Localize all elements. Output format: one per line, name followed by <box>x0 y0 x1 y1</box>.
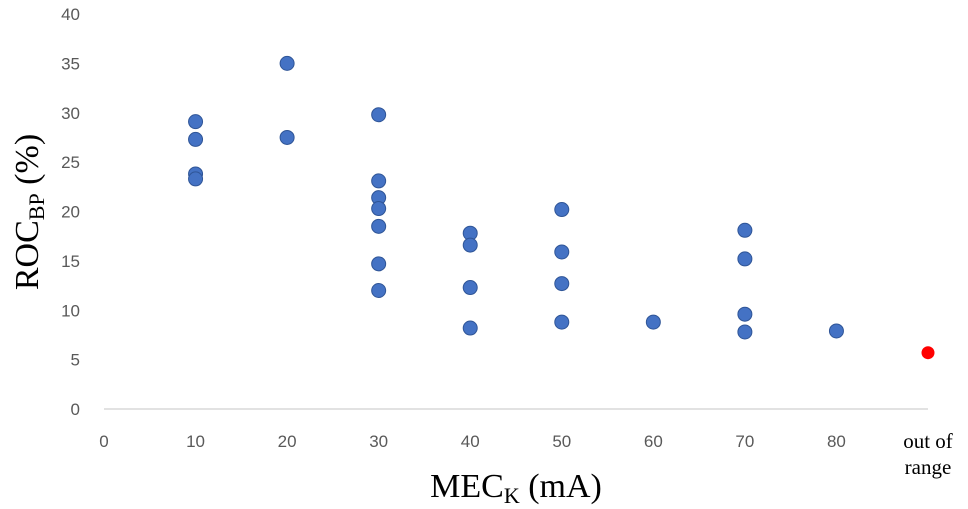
x-tick-label: 30 <box>369 432 388 451</box>
x-tick-label: 40 <box>461 432 480 451</box>
data-point <box>371 107 387 123</box>
y-tick-label: 20 <box>61 203 80 222</box>
out-of-range-point <box>921 346 935 360</box>
data-point <box>371 201 387 217</box>
x-tick-label: 70 <box>735 432 754 451</box>
data-point <box>188 131 204 147</box>
y-tick-label: 5 <box>71 351 80 370</box>
data-point <box>737 222 753 238</box>
data-point <box>554 276 570 292</box>
x-axis-title: MECK (mA) <box>430 468 602 508</box>
y-tick-label: 15 <box>61 252 80 271</box>
data-point <box>462 237 478 253</box>
data-point <box>188 171 204 187</box>
data-point <box>279 129 295 145</box>
x-tick-label: 10 <box>186 432 205 451</box>
y-tick-label: 40 <box>61 5 80 24</box>
data-point <box>371 256 387 272</box>
x-tick-label: 20 <box>278 432 297 451</box>
y-tick-label: 10 <box>61 301 80 320</box>
x-tick-label: 0 <box>99 432 108 451</box>
data-point <box>737 251 753 267</box>
data-points <box>188 55 935 360</box>
data-point <box>371 173 387 189</box>
y-tick-label: 30 <box>61 104 80 123</box>
y-tick-label: 0 <box>71 400 80 419</box>
x-tick-label: 80 <box>827 432 846 451</box>
data-point <box>462 320 478 336</box>
data-point <box>737 306 753 322</box>
data-point <box>371 218 387 234</box>
data-point <box>279 55 295 71</box>
data-point <box>645 314 661 330</box>
data-point <box>188 114 204 130</box>
data-point <box>554 314 570 330</box>
x-axis-ticks: 0 10 20 30 40 50 60 70 80 out of range <box>99 429 953 479</box>
x-tick-label-out-of-range: out of range <box>903 429 953 479</box>
data-point <box>554 202 570 218</box>
y-axis-title: ROCBP (%) <box>9 134 49 290</box>
y-tick-label: 35 <box>61 54 80 73</box>
x-tick-label: 50 <box>552 432 571 451</box>
data-point <box>828 323 844 339</box>
x-tick-label: 60 <box>644 432 663 451</box>
data-point <box>737 324 753 340</box>
y-axis-ticks: 0 5 10 15 20 25 30 35 40 <box>61 5 80 419</box>
data-point <box>371 283 387 298</box>
data-point <box>462 280 478 296</box>
data-point <box>554 244 570 260</box>
y-tick-label: 25 <box>61 153 80 172</box>
